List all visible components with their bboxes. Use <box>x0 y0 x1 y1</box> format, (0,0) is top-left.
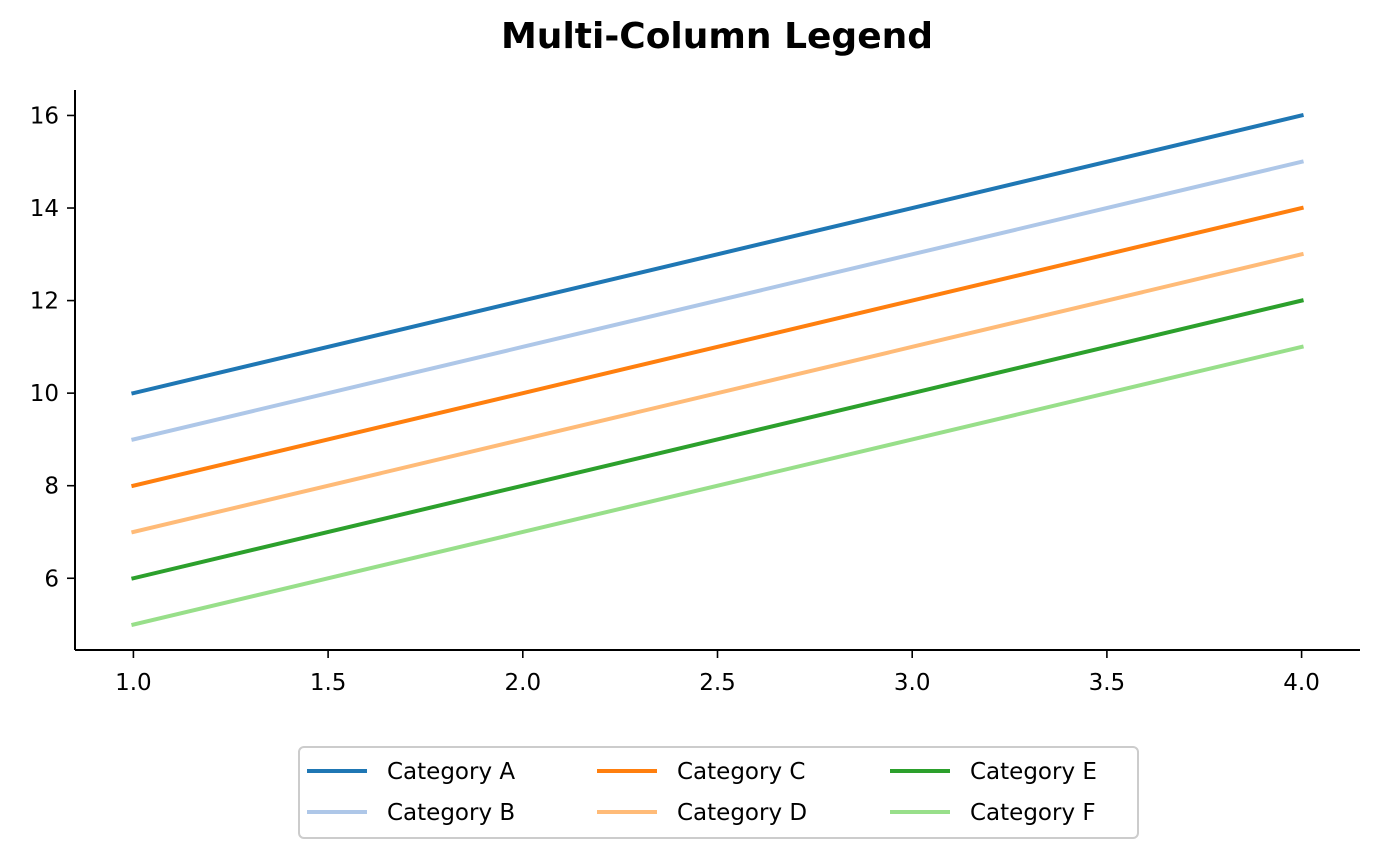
legend-label-f: Category F <box>970 800 1096 826</box>
series-line-c <box>131 205 1304 489</box>
y-tick-label: 14 <box>30 196 59 222</box>
series-line-a <box>131 113 1304 396</box>
series-line-d <box>131 251 1304 535</box>
axes-layer: 1.0 1.5 2.0 2.5 3.0 3.5 4.0 6 8 10 12 14 16 <box>30 90 1360 696</box>
y-tick-label: 10 <box>30 381 59 407</box>
y-tick-label: 8 <box>44 474 59 500</box>
x-tick-label: 2.0 <box>505 670 542 696</box>
legend: Category A Category B Category C Category D… <box>298 746 1139 839</box>
chart-title: Multi-Column Legend <box>501 16 933 57</box>
x-tick-label: 3.0 <box>894 670 931 696</box>
series-layer <box>131 113 1304 627</box>
series-line-b <box>131 159 1304 442</box>
y-tick-label: 6 <box>44 566 59 592</box>
legend-label-d: Category D <box>677 800 807 826</box>
legend-label-a: Category A <box>387 759 515 785</box>
x-tick-label: 1.5 <box>310 670 347 696</box>
x-tick-label: 4.0 <box>1283 670 1320 696</box>
legend-label-c: Category C <box>677 759 805 785</box>
legend-label-e: Category E <box>970 759 1097 785</box>
y-tick-label: 16 <box>30 103 59 129</box>
x-tick-label: 1.0 <box>115 670 152 696</box>
y-tick-label: 12 <box>30 289 59 315</box>
series-line-f <box>131 344 1304 627</box>
series-line-e <box>131 298 1304 581</box>
x-tick-label: 3.5 <box>1089 670 1126 696</box>
x-tick-label: 2.5 <box>699 670 736 696</box>
legend-label-b: Category B <box>387 800 515 826</box>
